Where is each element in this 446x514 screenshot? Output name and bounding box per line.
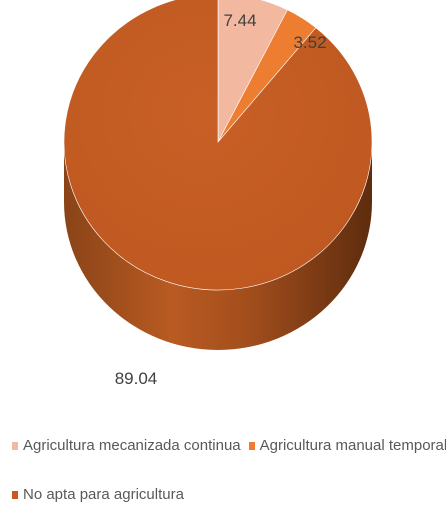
legend-swatch-2 xyxy=(12,490,18,499)
legend-row-1: Agricultura mecanizada continua Agricult… xyxy=(12,437,446,454)
legend-label-1: Agricultura manual temporal xyxy=(259,437,446,454)
pie-chart: 7.44 3.52 89.04 xyxy=(63,0,373,388)
data-label-agricultura-manual: 3.52 xyxy=(293,33,326,52)
pie-side-wall xyxy=(64,142,372,350)
pie-labels: 7.44 3.52 89.04 xyxy=(115,11,327,388)
pie-side xyxy=(64,142,372,350)
legend-item-agricultura-mecanizada: Agricultura mecanizada continua xyxy=(12,437,241,454)
legend-label-2: No apta para agricultura xyxy=(23,486,184,503)
legend-item-agricultura-manual: Agricultura manual temporal xyxy=(248,437,446,454)
legend-row-2: No apta para agricultura xyxy=(12,486,192,503)
data-label-no-apta: 89.04 xyxy=(115,369,158,388)
data-label-agricultura-mecanizada: 7.44 xyxy=(223,11,256,30)
legend-swatch-1 xyxy=(248,441,255,450)
pie-slices xyxy=(63,0,373,291)
pie-slice-no-apta xyxy=(63,0,373,291)
legend-item-no-apta: No apta para agricultura xyxy=(12,486,184,503)
legend-swatch-0 xyxy=(12,441,18,450)
legend-label-0: Agricultura mecanizada continua xyxy=(23,437,241,454)
